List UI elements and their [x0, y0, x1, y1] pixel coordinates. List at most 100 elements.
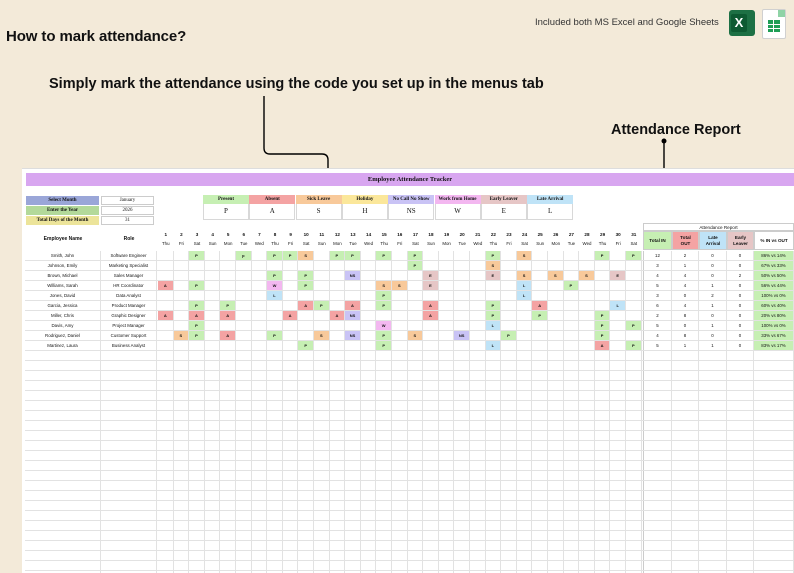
day-cell[interactable] [283, 531, 299, 540]
day-cell[interactable] [205, 271, 221, 280]
day-cell[interactable] [595, 531, 611, 540]
day-cell[interactable] [345, 361, 361, 370]
attendance-mark[interactable]: E [610, 271, 626, 280]
day-cell[interactable] [439, 251, 455, 260]
day-cell[interactable] [189, 441, 205, 450]
day-cell[interactable] [548, 261, 564, 270]
day-cell[interactable] [205, 561, 221, 570]
day-cell[interactable] [564, 551, 580, 560]
day-cell[interactable] [532, 441, 548, 450]
day-cell[interactable] [220, 411, 236, 420]
day-cell[interactable] [548, 561, 564, 570]
day-cell[interactable] [158, 531, 174, 540]
day-cell[interactable] [376, 441, 392, 450]
day-cell[interactable] [298, 411, 314, 420]
day-cell[interactable] [330, 511, 346, 520]
day-cell[interactable] [439, 431, 455, 440]
day-cell[interactable] [517, 371, 533, 380]
day-cell[interactable] [236, 511, 252, 520]
day-cell[interactable] [267, 561, 283, 570]
day-cell[interactable] [610, 341, 626, 350]
day-cell[interactable] [470, 491, 486, 500]
attendance-mark[interactable]: P [563, 281, 580, 290]
day-cell[interactable] [408, 481, 424, 490]
day-cell[interactable] [454, 281, 470, 290]
day-cell[interactable] [579, 331, 595, 340]
day-cell[interactable] [376, 361, 392, 370]
day-cell[interactable] [548, 501, 564, 510]
attendance-mark[interactable]: A [158, 311, 174, 320]
day-cell[interactable] [220, 341, 236, 350]
day-cell[interactable] [158, 321, 174, 330]
attendance-mark[interactable]: P [189, 331, 205, 340]
day-cell[interactable] [314, 371, 330, 380]
attendance-mark[interactable]: S [516, 251, 533, 260]
day-cell[interactable] [220, 251, 236, 260]
day-cell[interactable] [439, 461, 455, 470]
day-cell[interactable] [610, 371, 626, 380]
day-cell[interactable] [330, 401, 346, 410]
day-cell[interactable] [408, 291, 424, 300]
day-cell[interactable] [283, 281, 299, 290]
day-cell[interactable] [501, 481, 517, 490]
day-cell[interactable] [564, 291, 580, 300]
day-cell[interactable] [189, 521, 205, 530]
day-cell[interactable] [205, 371, 221, 380]
day-cell[interactable] [174, 301, 190, 310]
day-cell[interactable] [236, 341, 252, 350]
day-cell[interactable] [330, 551, 346, 560]
day-cell[interactable] [189, 511, 205, 520]
day-cell[interactable] [252, 341, 268, 350]
day-cell[interactable] [376, 261, 392, 270]
attendance-mark[interactable]: S [548, 271, 564, 280]
day-cell[interactable] [439, 451, 455, 460]
day-cell[interactable] [470, 271, 486, 280]
day-cell[interactable] [252, 351, 268, 360]
day-cell[interactable] [205, 281, 221, 290]
day-cell[interactable] [408, 371, 424, 380]
day-cell[interactable] [408, 321, 424, 330]
day-cell[interactable] [470, 531, 486, 540]
attendance-mark[interactable]: L [610, 301, 626, 310]
attendance-mark[interactable]: P [376, 291, 392, 300]
day-cell[interactable] [236, 351, 252, 360]
day-cell[interactable] [205, 341, 221, 350]
attendance-mark[interactable]: P [189, 301, 205, 310]
day-cell[interactable] [610, 391, 626, 400]
day-cell[interactable] [205, 551, 221, 560]
day-cell[interactable] [361, 431, 377, 440]
day-cell[interactable] [470, 321, 486, 330]
day-cell[interactable] [252, 291, 268, 300]
day-cell[interactable] [220, 511, 236, 520]
attendance-mark[interactable]: P [594, 331, 611, 340]
attendance-mark[interactable]: P [594, 321, 611, 330]
day-cell[interactable] [252, 561, 268, 570]
day-cell[interactable] [454, 401, 470, 410]
day-cell[interactable] [345, 351, 361, 360]
day-cell[interactable] [361, 301, 377, 310]
day-cell[interactable] [361, 271, 377, 280]
day-cell[interactable] [361, 331, 377, 340]
day-cell[interactable] [205, 391, 221, 400]
day-cell[interactable] [564, 391, 580, 400]
day-cell[interactable] [361, 391, 377, 400]
day-cell[interactable] [189, 541, 205, 550]
day-cell[interactable] [174, 351, 190, 360]
day-cell[interactable] [220, 501, 236, 510]
day-cell[interactable] [423, 451, 439, 460]
day-cell[interactable] [298, 431, 314, 440]
day-cell[interactable] [532, 251, 548, 260]
attendance-mark[interactable]: p [236, 251, 252, 260]
day-cell[interactable] [501, 451, 517, 460]
day-cell[interactable] [408, 391, 424, 400]
day-cell[interactable] [267, 361, 283, 370]
day-cell[interactable] [267, 371, 283, 380]
day-cell[interactable] [314, 481, 330, 490]
day-cell[interactable] [548, 301, 564, 310]
day-cell[interactable] [314, 391, 330, 400]
day-cell[interactable] [345, 441, 361, 450]
day-cell[interactable] [532, 531, 548, 540]
day-cell[interactable] [486, 291, 502, 300]
attendance-mark[interactable]: L [267, 291, 283, 300]
day-cell[interactable] [579, 481, 595, 490]
